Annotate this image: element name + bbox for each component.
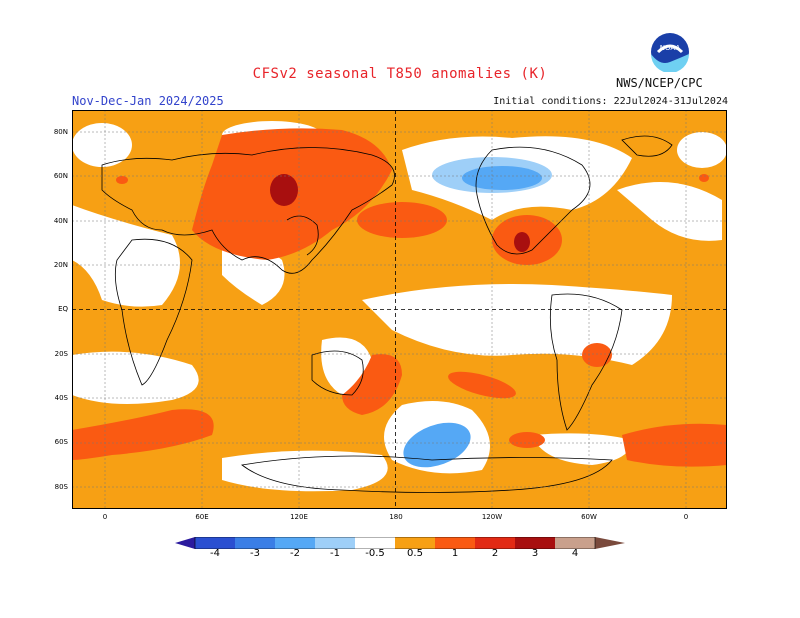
- legend-swatch: [435, 537, 475, 549]
- legend-tick: -4: [210, 548, 220, 559]
- graticule: [72, 110, 727, 509]
- agency-label: NWS/NCEP/CPC: [616, 76, 703, 90]
- lon-label: 120W: [481, 513, 503, 521]
- anomaly-map: [72, 110, 727, 509]
- legend-tick: 4: [571, 548, 579, 559]
- legend-swatch: [355, 537, 395, 549]
- lat-label: 60N: [53, 172, 68, 180]
- chart-title: CFSv2 seasonal T850 anomalies (K): [252, 66, 548, 82]
- legend-tick: -3: [250, 548, 260, 559]
- coastlines: [101, 135, 673, 493]
- noaa-logo: NOAA: [650, 32, 690, 73]
- very-warm-regions: [270, 174, 530, 252]
- legend-tick: 0.5: [407, 548, 423, 559]
- legend-tick: 2: [491, 548, 499, 559]
- lon-label: 120E: [290, 513, 308, 521]
- lon-label: 60W: [581, 513, 597, 521]
- lat-label: 60S: [54, 438, 68, 446]
- lon-label: 180: [389, 513, 403, 521]
- lat-label: 40N: [53, 217, 68, 225]
- color-legend: [175, 537, 625, 549]
- legend-swatch: [475, 537, 515, 549]
- logo-text: NOAA: [660, 44, 681, 52]
- legend-tick: 3: [531, 548, 539, 559]
- legend-tick: -0.5: [365, 548, 385, 559]
- legend-swatch: [515, 537, 555, 549]
- legend-swatch: [595, 537, 625, 549]
- lat-label: EQ: [58, 305, 68, 313]
- cold-anomaly-regions: [403, 157, 552, 468]
- lat-label: 20S: [54, 350, 68, 358]
- legend-swatch: [195, 537, 235, 549]
- initial-conditions-label: Initial conditions: 22Jul2024-31Jul2024: [493, 96, 728, 107]
- legend-swatch: [555, 537, 595, 549]
- map-frame: [72, 110, 727, 509]
- lon-label: 60E: [195, 513, 209, 521]
- lon-label: 0: [683, 513, 689, 521]
- lon-label: 0: [102, 513, 108, 521]
- legend-tick: 1: [451, 548, 459, 559]
- season-label: Nov-Dec-Jan 2024/2025: [72, 94, 224, 108]
- lat-label: 20N: [53, 261, 68, 269]
- legend-swatch: [275, 537, 315, 549]
- legend-swatch: [235, 537, 275, 549]
- lat-label: 80N: [53, 128, 68, 136]
- lat-label: 40S: [54, 394, 68, 402]
- legend-swatch: [175, 537, 195, 549]
- legend-swatch: [315, 537, 355, 549]
- legend-tick: -2: [290, 548, 300, 559]
- reference-lines: [72, 110, 727, 509]
- legend-swatch: [395, 537, 435, 549]
- lat-label: 80S: [54, 483, 68, 491]
- legend-tick: -1: [330, 548, 340, 559]
